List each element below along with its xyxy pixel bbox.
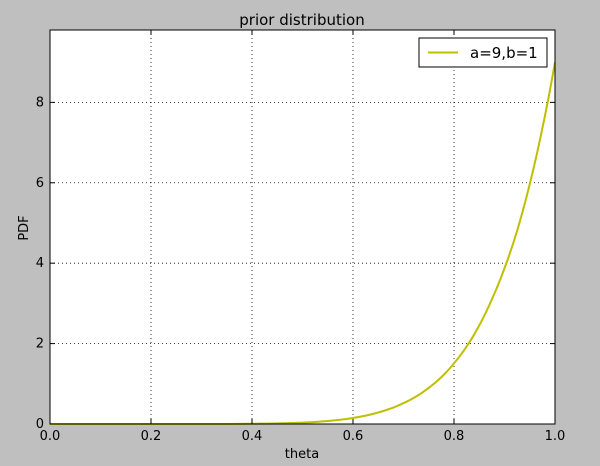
x-axis-label: theta	[285, 447, 319, 462]
y-tick-label: 2	[36, 337, 44, 352]
y-tick-label: 6	[36, 176, 44, 191]
y-axis-label: PDF	[17, 215, 32, 240]
legend-label: a=9,b=1	[470, 44, 538, 62]
x-tick-label: 0.4	[242, 429, 263, 444]
plot-frame	[49, 29, 556, 425]
x-tick-label: 0.0	[40, 429, 61, 444]
y-tick-label: 0	[36, 417, 44, 432]
plot-area	[50, 30, 555, 424]
x-tick-label: 0.8	[444, 429, 465, 444]
legend: a=9,b=1	[418, 37, 548, 68]
axis-ticks	[49, 30, 556, 425]
chart-title: prior distribution	[239, 11, 364, 29]
x-tick-label: 0.2	[141, 429, 162, 444]
grid	[50, 30, 555, 424]
tick-labels: 0.0 0.2 0.4 0.6 0.8 1.0 0 2 4 6 8	[36, 95, 566, 444]
y-tick-label: 4	[36, 256, 44, 271]
x-tick-label: 1.0	[545, 429, 566, 444]
x-tick-label: 0.6	[343, 429, 364, 444]
y-tick-label: 8	[36, 95, 44, 110]
